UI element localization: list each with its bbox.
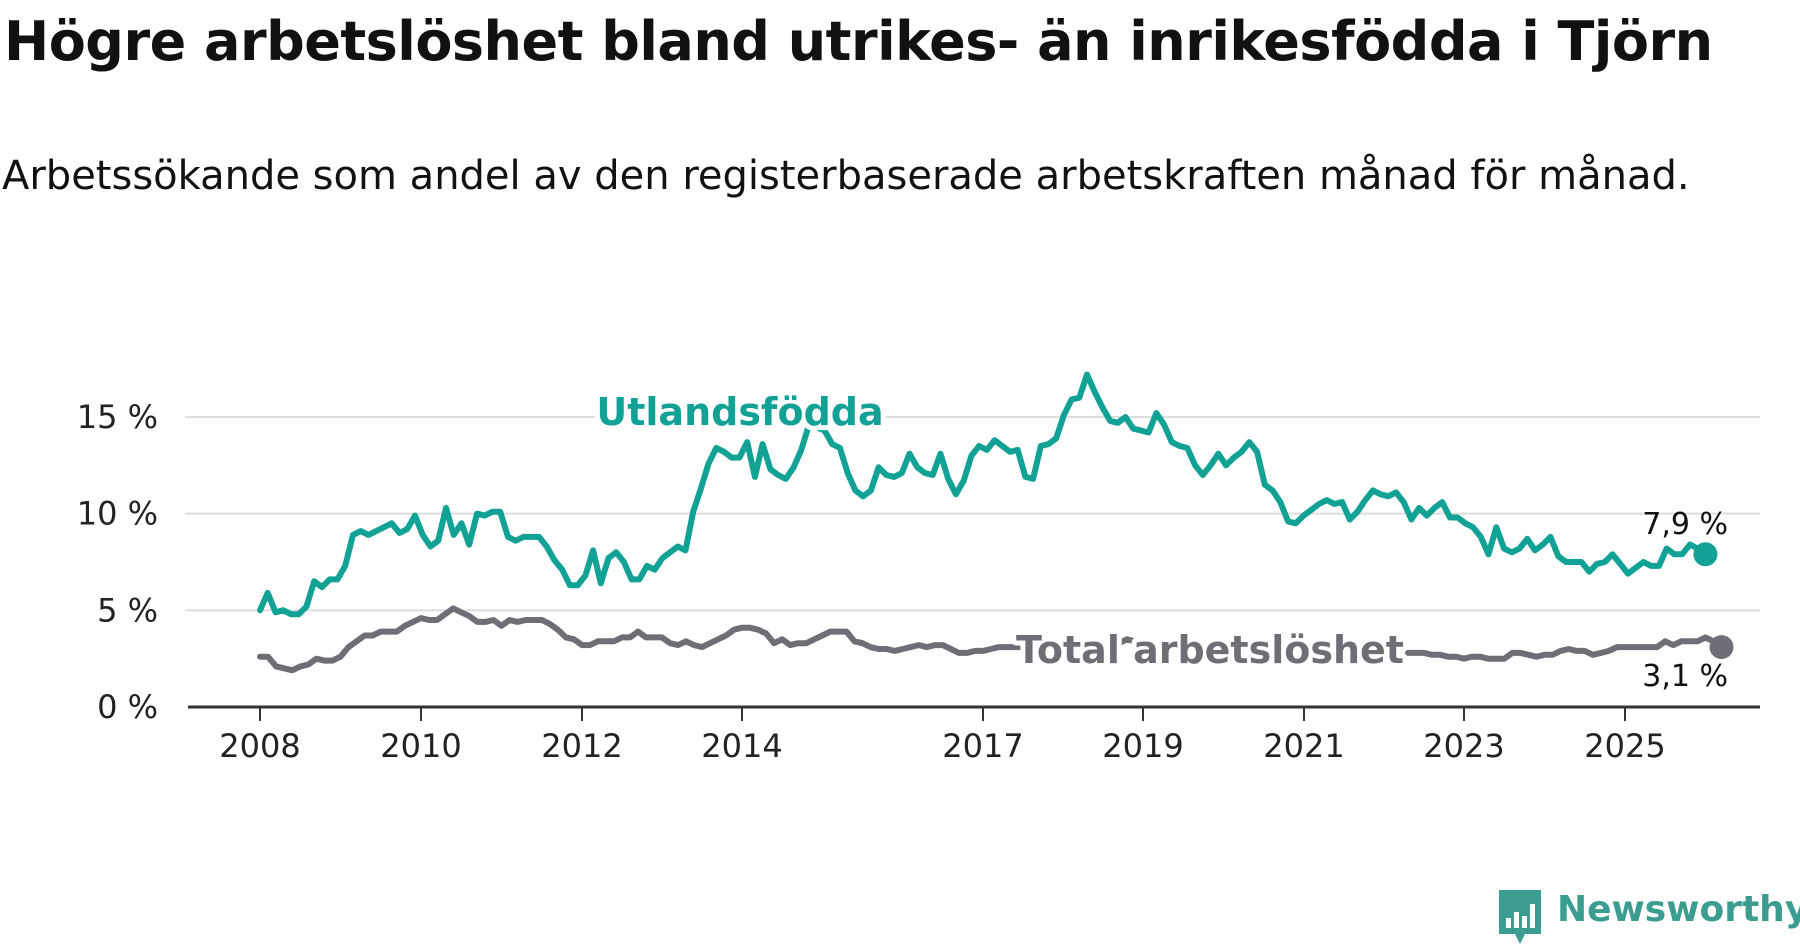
chart-title: Högre arbetslöshet bland utrikes- än inr… [4,10,1713,73]
end-label-utlandsfodda: 7,9 % [1642,507,1728,542]
x-tick-label: 2008 [219,727,300,765]
x-tick-label: 2023 [1423,727,1504,765]
y-tick-label: 10 % [77,495,158,533]
series-line-utlandsfodda [257,371,1709,618]
end-label-total: 3,1 % [1642,659,1728,694]
series-line-total [1405,634,1725,662]
y-tick-label: 5 % [97,591,158,629]
x-tick-label: 2025 [1584,727,1665,765]
end-marker-utlandsfodda [1693,542,1718,567]
x-tick-label: 2012 [541,727,622,765]
x-tick-label: 2021 [1263,727,1344,765]
series-label-utlandsfodda: Utlandsfödda [596,390,883,434]
newsworthy-logo-icon [1499,890,1541,944]
x-tick-label: 2019 [1102,727,1183,765]
axes: 0 % 5 % 10 % 15 % 2008 2010 2012 2014 2017 2019 20… [77,398,1760,765]
series-line-total [257,605,1154,674]
gridlines [185,416,1760,612]
series-label-total: Total arbetslöshet [1016,628,1404,672]
x-tick-label: 2014 [701,727,782,765]
series-label-utlandsfodda-halo: Utlandsfödda [596,390,883,434]
y-tick-label: 15 % [77,398,158,436]
series-label-total-halo: Total arbetslöshet [1016,628,1404,672]
newsworthy-logo-text: Newsworthy [1557,889,1800,930]
chart-subtitle: Arbetssökande som andel av den registerb… [2,153,1690,199]
x-tick-label: 2017 [942,727,1023,765]
y-tick-label: 0 % [97,688,158,726]
newsworthy-logo[interactable]: Newsworthy [1495,888,1800,948]
x-tick-label: 2010 [380,727,461,765]
end-marker-total [1709,635,1734,660]
series-lines [257,371,1734,674]
